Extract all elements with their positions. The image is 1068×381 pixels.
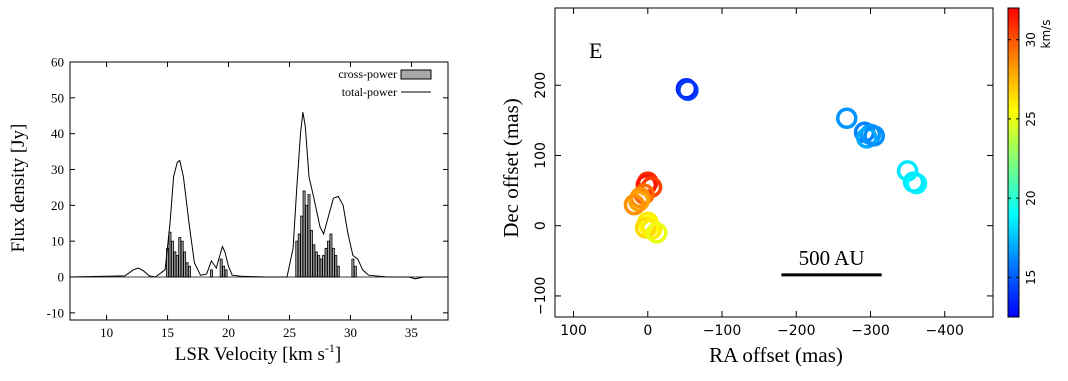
cross-power-bar [222, 265, 226, 278]
maser-spot [677, 79, 699, 101]
legend: cross-power total-power [338, 67, 432, 99]
legend-cross-swatch [400, 69, 432, 80]
cross-power-bar [319, 258, 323, 278]
colorbar-tick-label: 25 [1024, 111, 1038, 126]
spectrum-frame [69, 61, 449, 321]
maser-spot [623, 193, 646, 216]
cross-power-bar [178, 237, 182, 278]
cross-power-bar [188, 265, 191, 278]
x-tick-label: 20 [222, 325, 235, 340]
colorbar-ticks: 15 20 25 30 [1008, 32, 1038, 285]
x-tick-label: 15 [161, 325, 174, 340]
cross-power-bar [300, 215, 304, 278]
x-tick-label: 0 [643, 323, 652, 339]
cross-power-bar [183, 251, 187, 278]
maser-spot [902, 171, 925, 193]
cross-power-bar [168, 231, 172, 278]
map-frame [554, 7, 994, 318]
colorbar-unit-label: km/s [1039, 20, 1053, 49]
cross-power-bar [322, 255, 326, 278]
cross-power-bar [180, 240, 184, 278]
y-tick-label: 200 [533, 72, 549, 99]
cross-power-bar [173, 251, 177, 278]
maser-spot [836, 107, 858, 130]
x-tick-label: −100 [703, 323, 741, 339]
cross-power-bar [329, 233, 333, 278]
y-tick-label: 0 [58, 270, 65, 285]
x-tick-label: 100 [560, 323, 587, 339]
spectrum-x-axis-label-main: LSR Velocity [km s [175, 344, 325, 365]
y-tick-label: −100 [533, 277, 549, 315]
spectrum-axes: 10 15 20 25 30 35 -10 0 10 20 30 40 50 60 [47, 55, 449, 340]
cross-power-bar [351, 258, 355, 278]
spectrum-x-axis-label-sup: -1 [325, 341, 335, 355]
spectrum-x-axis-label: LSR Velocity [km s-1] [175, 341, 341, 365]
x-tick-label: 25 [283, 325, 296, 340]
x-tick-label: −300 [851, 323, 889, 339]
cross-power-bar [170, 240, 174, 278]
map-x-axis-label: RA offset (mas) [709, 343, 843, 367]
y-tick-label: 0 [533, 221, 549, 230]
panel-label: E [589, 38, 602, 63]
cross-power-bar [185, 262, 189, 278]
cross-power-bar [353, 265, 357, 278]
maser-spot [645, 221, 668, 244]
y-tick-label: 60 [51, 55, 64, 70]
y-tick-label: -10 [47, 305, 64, 320]
legend-cross-label: cross-power [338, 67, 397, 81]
map-axes: 100 0 −100 −200 −300 −400 −100 0 100 200 [533, 7, 994, 339]
cross-power-bar [324, 247, 328, 278]
cross-power-bar [334, 255, 338, 278]
cross-power-bar [302, 190, 306, 278]
map-y-axis-label: Dec offset (mas) [499, 98, 523, 238]
colorbar: 15 20 25 30 km/s [1007, 7, 1053, 318]
x-tick-label: −200 [777, 323, 815, 339]
cross-power-bar [219, 258, 223, 278]
scale-bar-label: 500 AU [799, 246, 865, 270]
y-tick-label: 50 [51, 90, 64, 105]
spectrum-panel: 10 15 20 25 30 35 -10 0 10 20 30 40 50 60 cross-power… [8, 55, 449, 365]
map-panel: 100 0 −100 −200 −300 −400 −100 0 100 200 E 500 AU… [499, 7, 994, 367]
cross-power-bar [295, 240, 299, 278]
spectrum-x-axis-label-end: ] [335, 344, 341, 365]
x-tick-label: 30 [344, 325, 357, 340]
x-tick-label: 35 [405, 325, 418, 340]
colorbar-tick-label: 20 [1024, 191, 1038, 206]
cross-power-bar [224, 269, 228, 278]
cross-power-bars [166, 190, 357, 278]
y-tick-label: 20 [51, 198, 64, 213]
cross-power-bar [305, 204, 308, 278]
colorbar-gradient [1007, 7, 1020, 318]
cross-power-bar [317, 255, 321, 278]
cross-power-bar [297, 233, 301, 278]
y-tick-label: 40 [51, 126, 64, 141]
colorbar-tick-label: 30 [1024, 32, 1038, 47]
cross-power-bar [312, 244, 316, 278]
maser-spot [628, 190, 650, 212]
colorbar-tick-label: 15 [1024, 270, 1038, 285]
maser-spot [863, 125, 885, 147]
y-tick-label: 10 [51, 234, 64, 249]
spectrum-y-axis-label: Flux density [Jy] [8, 124, 29, 253]
x-tick-label: −400 [926, 323, 964, 339]
legend-total-label: total-power [342, 85, 397, 99]
cross-power-bar [210, 269, 213, 278]
cross-power-bar [331, 247, 335, 278]
cross-power-bar [307, 194, 311, 278]
cross-power-bar [175, 255, 179, 278]
y-tick-label: 30 [51, 162, 64, 177]
y-tick-label: 100 [533, 142, 549, 169]
cross-power-bar [327, 240, 330, 278]
cross-power-bar [309, 230, 313, 278]
total-power-line [69, 112, 448, 280]
maser-spots [623, 78, 928, 244]
cross-power-bar [314, 251, 318, 278]
x-tick-label: 10 [100, 325, 113, 340]
cross-power-bar [336, 265, 340, 278]
